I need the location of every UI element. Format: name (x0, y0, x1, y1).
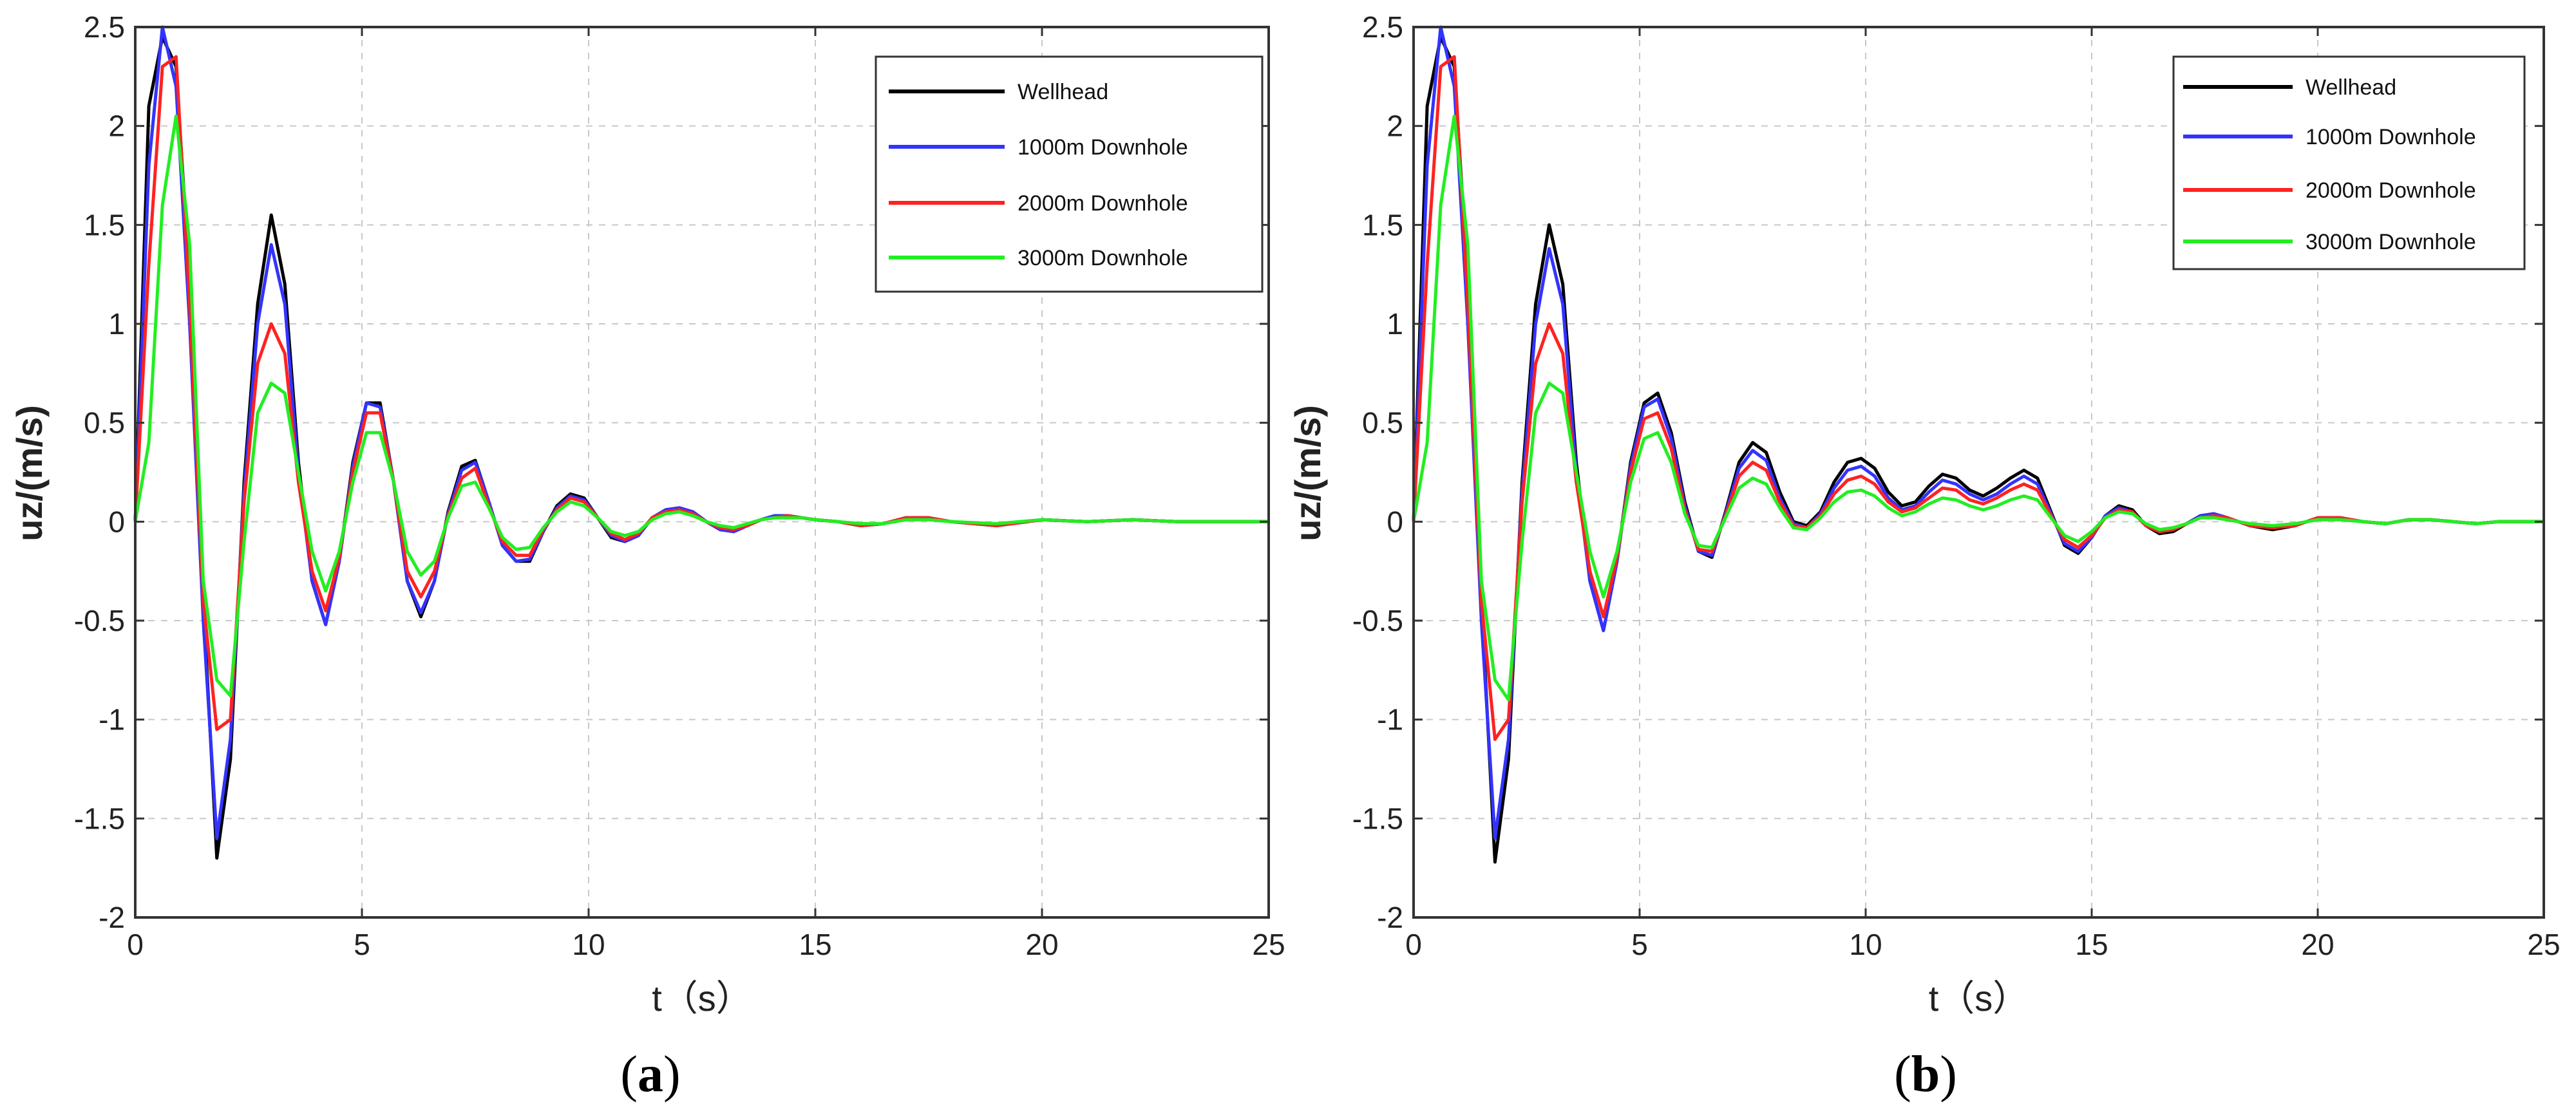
legend: Wellhead 1000m Downhole 2000m Downhole 3000… (2172, 55, 2526, 270)
chart-panel-a: 0 5 10 15 20 25 -2 -1.5 -1 -0.5 0 0.5 1 1.5 2 2.5 t（s） uz… (9, 10, 1285, 1019)
legend-label-2: 1000m Downhole (1018, 135, 1188, 160)
series-line-3 (1412, 55, 2544, 741)
y-axis-label: uz/(m/s) (1287, 405, 1328, 541)
y-tick-label: 0.5 (84, 406, 125, 440)
y-tick-label: 1 (108, 307, 125, 341)
series-line-4 (1412, 114, 2544, 702)
caption-b: (b) (1894, 1046, 1957, 1103)
legend-label-4: 3000m Downhole (1018, 246, 1188, 270)
y-tick-label: 0 (1387, 505, 1403, 538)
x-tick-label: 10 (572, 928, 605, 961)
x-axis-label: t（s） (1929, 978, 2029, 1019)
caption-a: (a) (620, 1046, 680, 1103)
y-tick-label: -1.5 (1352, 802, 1403, 835)
y-tick-label: 1 (1387, 307, 1403, 341)
y-tick-label: -2 (1377, 901, 1403, 934)
legend-label-1: Wellhead (2306, 75, 2396, 100)
chart-panel-b: 0 5 10 15 20 25 -2 -1.5 -1 -0.5 0 0.5 1 1.5 2 2.5 t（s） uz… (1287, 10, 2561, 1019)
y-tick-label: 2 (1387, 109, 1403, 143)
series-line-4 (133, 114, 1269, 698)
x-tick-label: 5 (354, 928, 370, 961)
y-tick-label: -1.5 (74, 802, 125, 835)
y-tick-label: -0.5 (1352, 604, 1403, 637)
x-axis-label: t（s） (652, 978, 752, 1019)
x-tick-label: 25 (2527, 928, 2560, 961)
x-tick-label: 0 (1405, 928, 1422, 961)
y-axis-label: uz/(m/s) (9, 405, 50, 541)
y-tick-label: 2.5 (84, 10, 125, 44)
legend-box (875, 55, 1264, 293)
y-tick-label: -1 (99, 703, 125, 737)
plot-frame (134, 26, 1270, 919)
x-tick-label: 5 (1631, 928, 1648, 961)
y-tick-label: 1.5 (84, 208, 125, 241)
y-tick-label: -2 (99, 901, 125, 934)
plot-frame (1412, 26, 2545, 919)
y-tick-label: -1 (1377, 703, 1403, 737)
x-tick-label: 20 (2301, 928, 2334, 961)
y-tick-label: 0 (108, 505, 125, 538)
caption-b-letter: b (1911, 1046, 1940, 1103)
x-tick-label: 15 (2075, 928, 2108, 961)
x-tick-label: 15 (799, 928, 831, 961)
y-tick-label: 1.5 (1362, 208, 1403, 241)
y-tick-label: 2.5 (1362, 10, 1403, 44)
y-tick-label: 0.5 (1362, 406, 1403, 440)
legend-box (2172, 55, 2526, 270)
legend-label-2: 1000m Downhole (2306, 125, 2476, 149)
x-tick-label: 10 (1849, 928, 1882, 961)
legend-label-1: Wellhead (1018, 80, 1108, 104)
legend-label-4: 3000m Downhole (2306, 230, 2476, 254)
x-tick-label: 20 (1025, 928, 1058, 961)
x-tick-label: 25 (1252, 928, 1285, 961)
x-tick-label: 0 (127, 928, 144, 961)
legend-label-3: 2000m Downhole (2306, 178, 2476, 203)
legend: Wellhead 1000m Downhole 2000m Downhole 3000… (875, 55, 1264, 293)
legend-label-3: 2000m Downhole (1018, 191, 1188, 216)
y-tick-label: 2 (108, 109, 125, 143)
y-tick-label: -0.5 (74, 604, 125, 637)
caption-a-letter: a (638, 1046, 663, 1103)
